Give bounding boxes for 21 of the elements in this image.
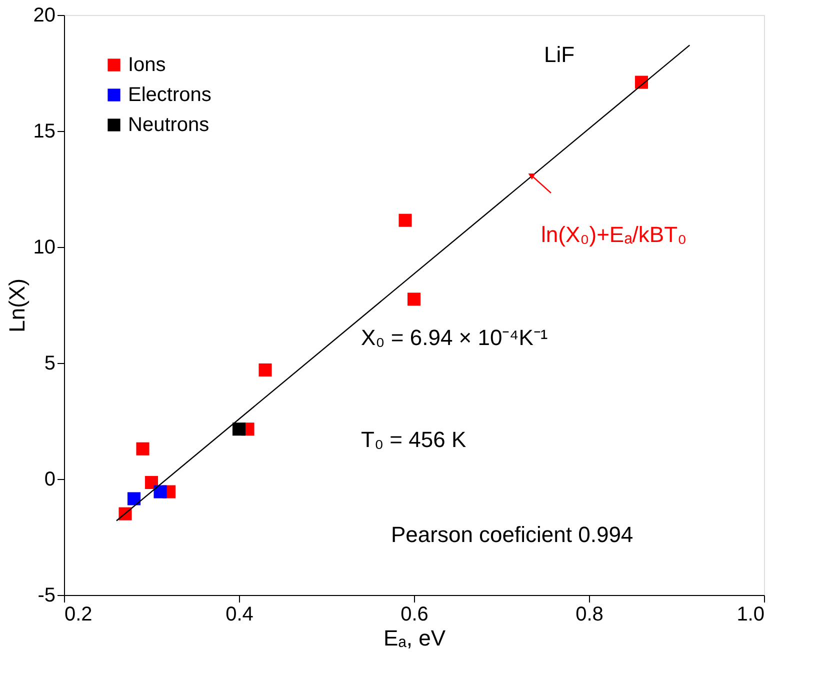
x-axis-title: Eₐ, eV xyxy=(384,626,446,650)
legend-label: Neutrons xyxy=(128,114,210,136)
y-tick-label: 0 xyxy=(44,468,56,490)
y-tick-label: 5 xyxy=(44,352,56,374)
annotation: Pearson coeficient 0.994 xyxy=(391,522,634,547)
annotation: T₀ = 456 K xyxy=(361,427,466,452)
annotation: LiF xyxy=(544,42,575,67)
x-tick-label: 0.2 xyxy=(64,604,92,626)
y-tick-label: 20 xyxy=(33,4,56,26)
x-tick-label: 1.0 xyxy=(736,604,764,626)
y-axis-title: Ln(X) xyxy=(4,278,30,332)
legend-label: Electrons xyxy=(128,84,212,106)
annotation: X₀ = 6.94 × 10⁻⁴K⁻¹ xyxy=(361,325,548,350)
y-tick-label: 15 xyxy=(33,120,56,142)
y-tick-label: -5 xyxy=(38,584,56,606)
annotation: ln(X₀)+Eₐ/kBT₀ xyxy=(541,222,687,247)
legend-label: Ions xyxy=(128,54,166,76)
y-tick-label: 10 xyxy=(33,236,56,258)
x-tick-label: 0.8 xyxy=(576,604,604,626)
x-tick-label: 0.4 xyxy=(226,604,254,626)
x-tick-label: 0.6 xyxy=(400,604,428,626)
